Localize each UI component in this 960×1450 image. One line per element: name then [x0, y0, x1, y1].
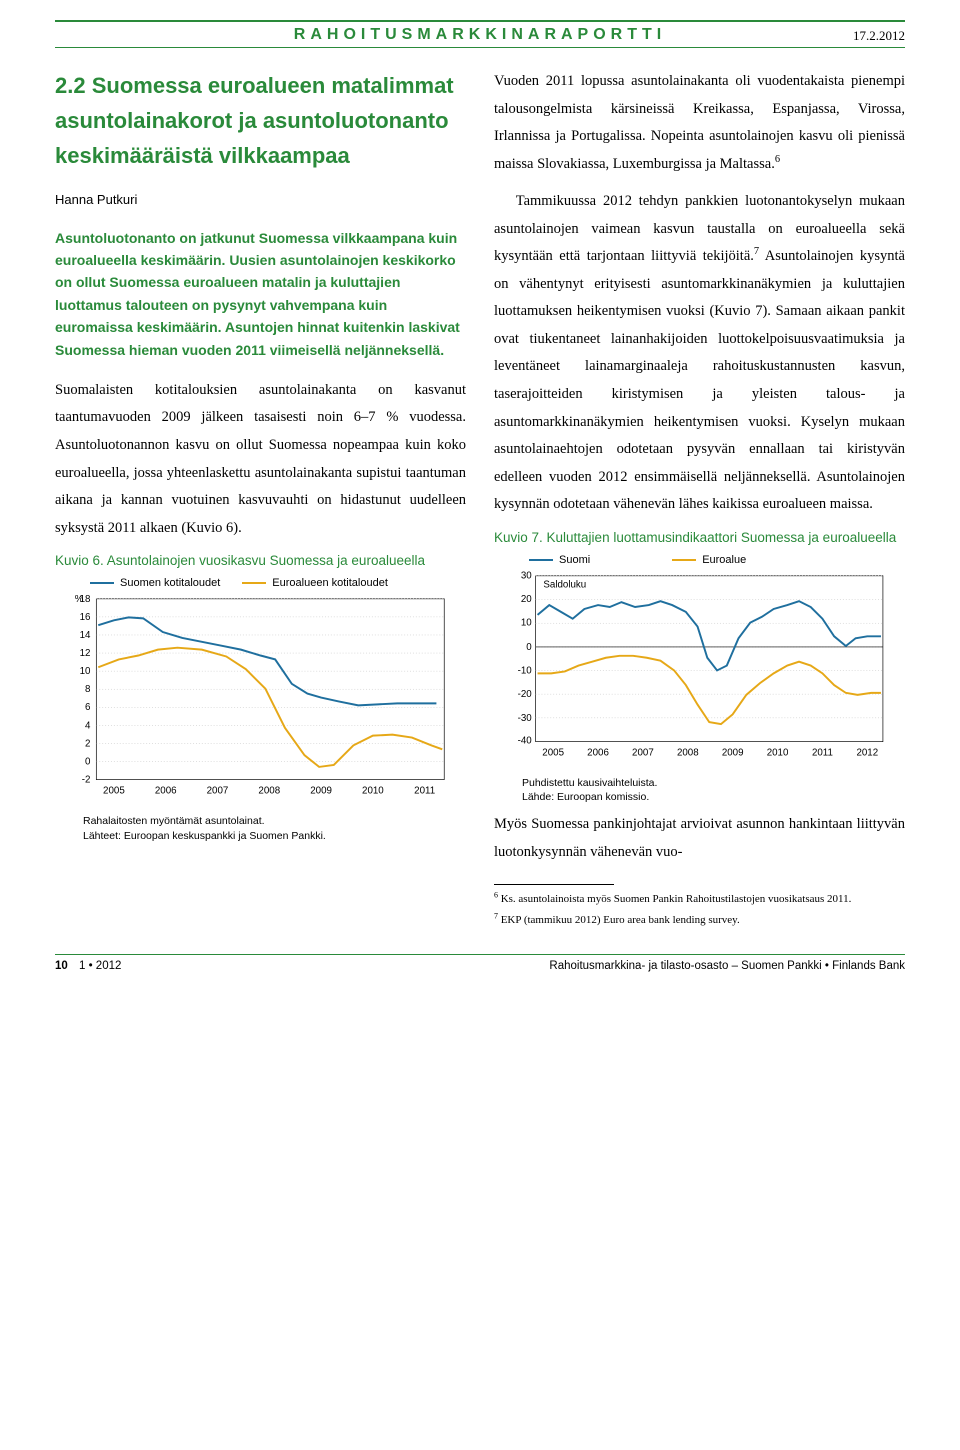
chart6-source: Rahalaitosten myöntämät asuntolainat. Lä…	[83, 814, 466, 843]
svg-text:0: 0	[85, 757, 91, 768]
report-date: 17.2.2012	[853, 28, 905, 44]
two-column-layout: 2.2 Suomessa euroalueen matalimmat asunt…	[55, 68, 905, 932]
legend-item: Suomi	[529, 554, 590, 566]
svg-text:-30: -30	[518, 713, 533, 724]
page-number: 10	[55, 960, 68, 972]
section-title-text: Suomessa euroalueen matalimmat asuntolai…	[55, 73, 454, 168]
svg-text:2011: 2011	[414, 785, 435, 796]
report-title: RAHOITUSMARKKINARAPORTTI	[294, 26, 666, 44]
svg-text:2007: 2007	[207, 785, 229, 796]
legend-item: Suomen kotitaloudet	[90, 577, 220, 589]
chart6-legend: Suomen kotitaloudet Euroalueen kotitalou…	[55, 577, 466, 589]
svg-text:6: 6	[85, 702, 90, 713]
chart7-source: Puhdistettu kausivaihteluista. Lähde: Eu…	[522, 776, 905, 805]
footnote-rule	[494, 884, 614, 885]
chart7-series-euroalue	[538, 655, 881, 723]
footnote: 7 EKP (tammikuu 2012) Euro area bank len…	[494, 912, 905, 929]
legend-swatch	[90, 582, 114, 584]
legend-item: Euroalue	[672, 554, 746, 566]
legend-label: Suomen kotitaloudet	[120, 577, 220, 589]
svg-text:0: 0	[526, 642, 532, 653]
right-column: Vuoden 2011 lopussa asuntolainakanta oli…	[494, 68, 905, 932]
section-heading: 2.2 Suomessa euroalueen matalimmat asunt…	[55, 68, 466, 174]
svg-text:2008: 2008	[258, 785, 280, 796]
lead-paragraph: Asuntoluotonanto on jatkunut Suomessa vi…	[55, 227, 466, 361]
svg-text:2010: 2010	[362, 785, 384, 796]
svg-text:16: 16	[80, 612, 91, 623]
body-paragraph: Myös Suomessa pankinjohtajat arvioivat a…	[494, 811, 905, 866]
svg-text:10: 10	[80, 666, 91, 677]
svg-text:2005: 2005	[103, 785, 125, 796]
legend-swatch	[242, 582, 266, 584]
page-header: RAHOITUSMARKKINARAPORTTI 17.2.2012	[55, 20, 905, 48]
svg-text:10: 10	[521, 617, 532, 628]
svg-text:14: 14	[80, 630, 91, 641]
body-paragraph: Vuoden 2011 lopussa asuntolainakanta oli…	[494, 68, 905, 178]
legend-label: Suomi	[559, 554, 590, 566]
svg-text:2012: 2012	[856, 747, 878, 758]
svg-text:-2: -2	[82, 775, 91, 786]
svg-text:-10: -10	[518, 665, 533, 676]
author-name: Hanna Putkuri	[55, 192, 466, 207]
svg-text:4: 4	[85, 720, 91, 731]
svg-text:2010: 2010	[767, 747, 789, 758]
legend-swatch	[529, 559, 553, 561]
chart7: 30 20 10 0 -10 -20 -30 -40 Saldoluku 200…	[494, 568, 905, 768]
footnote: 6 Ks. asuntolainoista myös Suomen Pankin…	[494, 891, 905, 908]
svg-text:2011: 2011	[812, 747, 833, 758]
footer-issue: 1 • 2012	[79, 960, 121, 972]
left-column: 2.2 Suomessa euroalueen matalimmat asunt…	[55, 68, 466, 932]
svg-text:2009: 2009	[722, 747, 744, 758]
svg-text:2007: 2007	[632, 747, 654, 758]
body-paragraph: Tammikuussa 2012 tehdyn pankkien luotona…	[494, 188, 905, 519]
legend-label: Euroalueen kotitaloudet	[272, 577, 388, 589]
svg-text:12: 12	[80, 648, 91, 659]
footer-right: Rahoitusmarkkina- ja tilasto-osasto – Su…	[549, 960, 905, 972]
svg-text:2006: 2006	[155, 785, 177, 796]
chart7-title: Kuvio 7. Kuluttajien luottamusindikaatto…	[494, 529, 905, 548]
chart6: 18 16 14 12 10 8 6 4 2 0 -2 % 2005 2006	[55, 591, 466, 806]
body-paragraph: Suomalaisten kotitalouksien asuntolainak…	[55, 377, 466, 542]
svg-text:8: 8	[85, 684, 90, 695]
svg-text:30: 30	[521, 570, 532, 581]
chart7-series-suomi	[538, 601, 881, 670]
svg-text:20: 20	[521, 594, 532, 605]
page-footer: 10 1 • 2012 Rahoitusmarkkina- ja tilasto…	[55, 954, 905, 972]
chart7-legend: Suomi Euroalue	[494, 554, 905, 566]
svg-text:-40: -40	[518, 735, 533, 746]
section-number: 2.2	[55, 73, 86, 98]
svg-text:%: %	[75, 594, 84, 605]
svg-text:Saldoluku: Saldoluku	[543, 579, 586, 590]
svg-text:2: 2	[85, 738, 90, 749]
svg-text:2008: 2008	[677, 747, 699, 758]
legend-swatch	[672, 559, 696, 561]
legend-label: Euroalue	[702, 554, 746, 566]
svg-text:2006: 2006	[587, 747, 609, 758]
svg-text:2005: 2005	[542, 747, 564, 758]
svg-text:2009: 2009	[310, 785, 332, 796]
legend-item: Euroalueen kotitaloudet	[242, 577, 388, 589]
footer-left: 10 1 • 2012	[55, 960, 121, 972]
svg-text:-20: -20	[518, 688, 533, 699]
chart6-title: Kuvio 6. Asuntolainojen vuosikasvu Suome…	[55, 552, 466, 571]
